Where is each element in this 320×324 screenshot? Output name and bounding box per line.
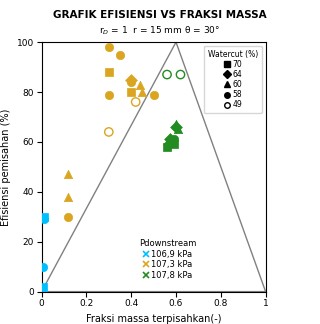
Point <box>168 137 173 142</box>
Point <box>66 214 71 219</box>
Point <box>41 214 46 219</box>
Point <box>106 92 111 97</box>
Legend: 106,9 kPa, 107,3 kPa, 107,8 kPa: 106,9 kPa, 107,3 kPa, 107,8 kPa <box>136 237 199 283</box>
Point <box>138 82 143 87</box>
Point <box>129 89 134 95</box>
Text: GRAFIK EFISIENSI VS FRAKSI MASSA: GRAFIK EFISIENSI VS FRAKSI MASSA <box>53 10 267 20</box>
Point <box>117 52 123 57</box>
Point <box>40 264 45 269</box>
Point <box>129 79 134 85</box>
Point <box>164 144 170 149</box>
Point <box>171 142 176 147</box>
Point <box>129 77 134 82</box>
Text: r$_D$ = 1  r = 15 mm θ = 30°: r$_D$ = 1 r = 15 mm θ = 30° <box>100 24 220 37</box>
Point <box>176 127 181 132</box>
Point <box>106 44 111 50</box>
Point <box>41 217 46 222</box>
Point <box>173 122 179 127</box>
Point <box>151 92 156 97</box>
Point <box>178 72 183 77</box>
X-axis label: Fraksi massa terpisahkan(-): Fraksi massa terpisahkan(-) <box>86 314 221 324</box>
Point <box>40 284 45 289</box>
Point <box>171 137 176 142</box>
Point <box>169 139 174 145</box>
Point <box>167 142 172 147</box>
Point <box>66 194 71 199</box>
Point <box>173 124 179 130</box>
Point <box>133 99 138 105</box>
Point <box>164 72 170 77</box>
Point <box>106 129 111 134</box>
Y-axis label: Efisiensi pemisahan (%): Efisiensi pemisahan (%) <box>1 108 11 226</box>
Point <box>140 89 145 95</box>
Point <box>106 69 111 75</box>
Point <box>66 172 71 177</box>
